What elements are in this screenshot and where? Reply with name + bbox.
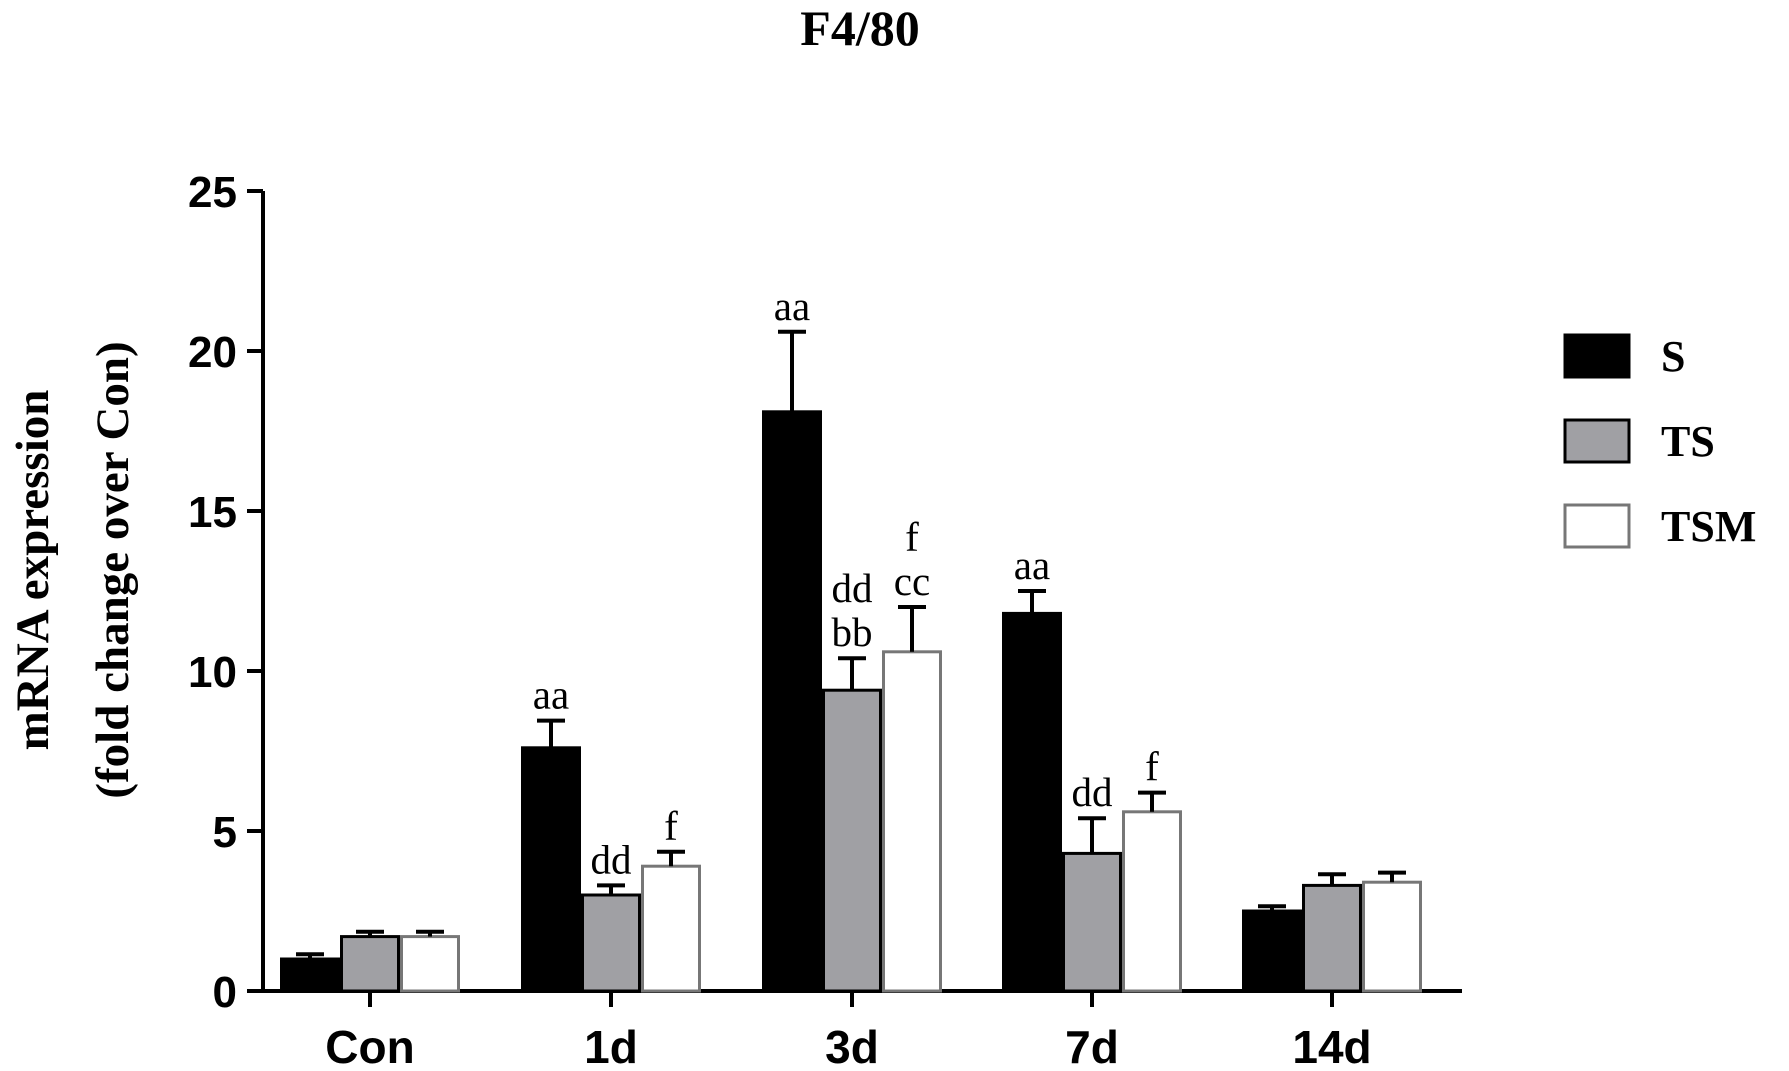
x-tick-label: Con xyxy=(325,1021,414,1071)
legend-swatch xyxy=(1563,333,1631,379)
bar xyxy=(1302,883,1362,993)
y-tick-label: 0 xyxy=(213,968,237,1017)
x-tick-label: 1d xyxy=(584,1021,638,1071)
bar xyxy=(521,746,581,993)
y-axis-label: mRNA expression (fold change over Con) xyxy=(7,341,139,798)
y-tick-label: 25 xyxy=(188,168,237,217)
significance-label: aa xyxy=(1014,542,1050,588)
chart-title: F4/80 xyxy=(800,0,919,56)
significance-label: bb xyxy=(832,609,873,655)
y-axis-label-line1: mRNA expression xyxy=(7,390,59,751)
legend-swatch xyxy=(1563,418,1631,464)
x-tick-label: 14d xyxy=(1292,1021,1371,1071)
x-tick-label: 3d xyxy=(825,1021,879,1071)
bar xyxy=(400,935,460,993)
axes: 0 5 10 15 20 25 Con 1d 3d 7d 14d xyxy=(188,168,1462,1071)
legend-label: TSM xyxy=(1661,502,1756,551)
significance-label: f xyxy=(664,803,678,849)
legend: S TS TSM xyxy=(1563,332,1756,551)
significance-label: dd xyxy=(832,565,873,611)
bar xyxy=(1362,880,1422,993)
y-tick-label: 20 xyxy=(188,328,237,377)
significance-label: dd xyxy=(1072,769,1113,815)
legend-label: TS xyxy=(1661,417,1715,466)
y-tick-label: 10 xyxy=(188,648,237,697)
bar xyxy=(1002,611,1062,993)
bar xyxy=(762,410,822,993)
y-tick-label: 15 xyxy=(188,488,237,537)
x-tick-label: 7d xyxy=(1065,1021,1119,1071)
bar xyxy=(641,864,701,993)
y-axis-label-line2: (fold change over Con) xyxy=(87,341,139,798)
bar xyxy=(340,935,400,993)
bar xyxy=(882,650,942,993)
bars xyxy=(280,329,1422,993)
bar xyxy=(581,893,641,993)
significance-label: f xyxy=(905,514,919,560)
bar xyxy=(280,957,340,993)
significance-label: f xyxy=(1145,744,1159,790)
bar xyxy=(1122,810,1182,993)
y-tick-label: 5 xyxy=(213,808,237,857)
significance-label: aa xyxy=(533,672,569,718)
bar xyxy=(1242,909,1302,993)
significance-label: dd xyxy=(591,836,632,882)
significance-label: cc xyxy=(894,558,930,604)
bar xyxy=(1062,851,1122,993)
legend-swatch xyxy=(1563,503,1631,549)
bar xyxy=(822,688,882,993)
legend-label: S xyxy=(1661,332,1685,381)
significance-label: aa xyxy=(774,283,810,329)
